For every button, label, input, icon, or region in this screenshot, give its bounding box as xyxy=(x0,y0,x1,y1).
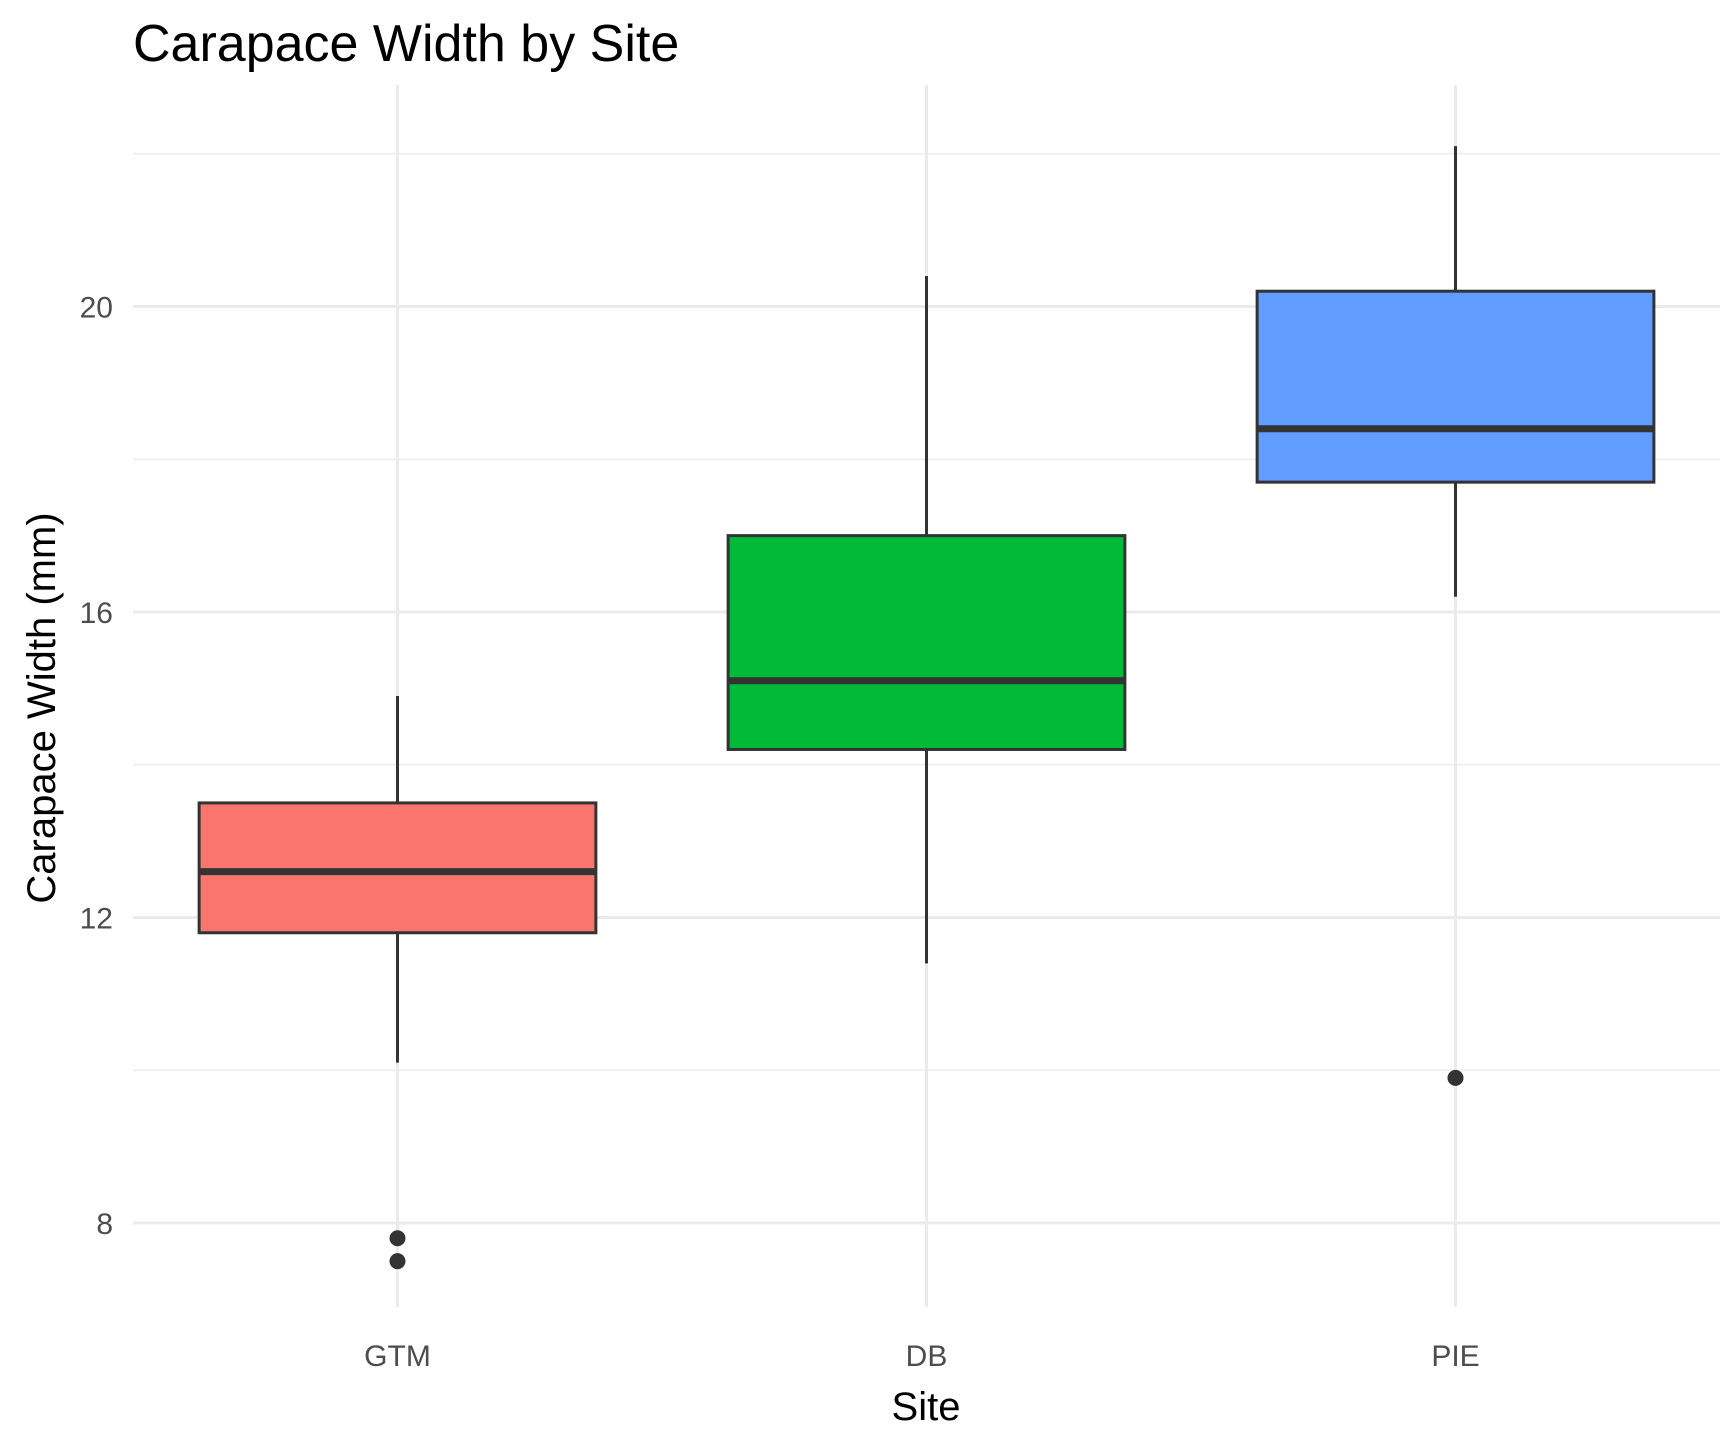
y-tick-label: 12 xyxy=(80,902,113,935)
x-tick-label: DB xyxy=(906,1340,948,1373)
y-tick-label: 16 xyxy=(80,597,113,630)
box-body xyxy=(726,534,1127,751)
y-axis-ticks: 8 12 16 20 xyxy=(80,291,113,1241)
boxes xyxy=(197,146,1656,1270)
x-axis-title: Site xyxy=(892,1385,961,1429)
chart-title: Carapace Width by Site xyxy=(133,15,679,73)
outlier-point xyxy=(389,1230,406,1247)
x-tick-label: GTM xyxy=(364,1340,431,1373)
box-db xyxy=(726,275,1127,964)
box-gtm xyxy=(197,696,598,1270)
x-axis-ticks: GTM DB PIE xyxy=(364,1340,1480,1373)
x-tick-label: PIE xyxy=(1431,1340,1479,1373)
box-body xyxy=(1255,289,1656,484)
y-tick-label: 8 xyxy=(96,1208,113,1241)
box-body xyxy=(197,801,598,935)
box-pie xyxy=(1255,146,1656,1086)
y-tick-label: 20 xyxy=(80,291,113,324)
outlier-point xyxy=(1447,1069,1464,1086)
outlier-point xyxy=(389,1253,406,1270)
y-axis-title: Carapace Width (mm) xyxy=(20,512,64,903)
